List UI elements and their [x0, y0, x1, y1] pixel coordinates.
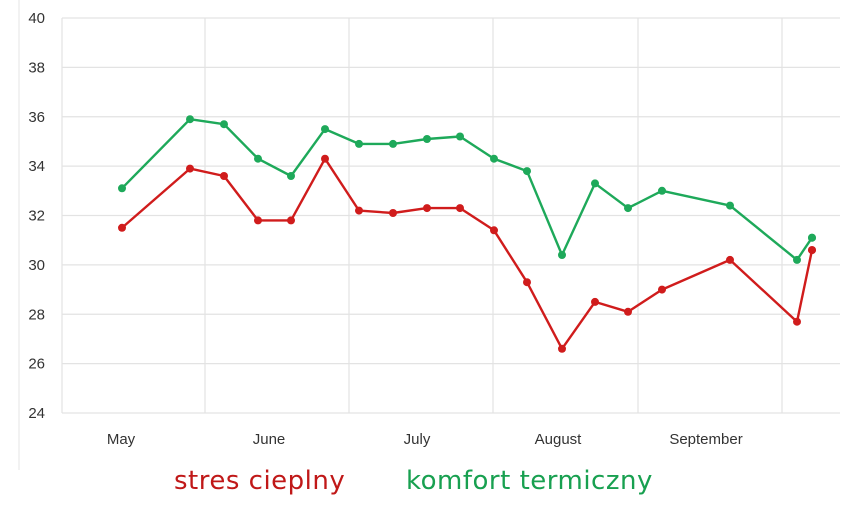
- data-point: [389, 209, 397, 217]
- data-point: [624, 307, 632, 316]
- data-point: [808, 246, 816, 255]
- data-point: [490, 226, 498, 235]
- data-point: [254, 154, 262, 163]
- chart-legend: stres cieplny komfort termiczny: [0, 466, 867, 506]
- data-point: [624, 204, 632, 213]
- data-point: [118, 184, 126, 193]
- y-tick-label: 36: [28, 109, 45, 126]
- data-point: [523, 278, 531, 287]
- data-point: [254, 216, 262, 225]
- data-point: [793, 255, 801, 264]
- data-point: [355, 206, 363, 215]
- data-point: [118, 223, 126, 232]
- data-point: [456, 204, 464, 213]
- line-chart: 24 26 28 30 32 34 36 38 40 May June July August Sept…: [18, 0, 840, 470]
- data-point: [220, 172, 228, 180]
- data-point: [389, 139, 397, 148]
- data-point: [186, 164, 194, 173]
- chart-grid: [18, 0, 840, 470]
- data-point: [558, 344, 566, 353]
- data-point: [726, 255, 734, 264]
- y-tick-label: 34: [28, 158, 45, 175]
- series-line: [121, 117, 813, 262]
- y-tick-label: 30: [28, 257, 45, 274]
- data-point: [456, 132, 464, 141]
- x-tick-label: September: [669, 431, 742, 448]
- legend-heat-stress: stres cieplny: [174, 466, 346, 496]
- data-point: [658, 285, 666, 294]
- x-tick-label: August: [535, 431, 583, 448]
- x-tick-label: July: [404, 431, 431, 448]
- data-point: [287, 216, 295, 225]
- data-point: [423, 204, 431, 213]
- y-axis-ticks: 24 26 28 30 32 34 36 38 40: [28, 10, 45, 422]
- data-point: [186, 115, 194, 124]
- y-tick-label: 26: [28, 356, 45, 373]
- y-tick-label: 32: [28, 208, 45, 225]
- data-point: [523, 167, 531, 176]
- legend-thermal-comfort: komfort termiczny: [406, 466, 653, 496]
- data-point: [793, 317, 801, 326]
- data-point: [287, 172, 295, 180]
- data-point: [423, 135, 431, 143]
- data-point: [558, 251, 566, 259]
- x-axis-ticks: May June July August September: [107, 431, 743, 448]
- x-tick-label: June: [253, 431, 286, 448]
- data-point: [490, 154, 498, 163]
- chart-series: [118, 115, 816, 353]
- data-point: [808, 233, 816, 242]
- data-point: [321, 154, 329, 163]
- y-tick-label: 28: [28, 306, 45, 323]
- data-point: [355, 139, 363, 148]
- data-point: [658, 186, 666, 195]
- y-tick-label: 38: [28, 59, 45, 76]
- x-tick-label: May: [107, 431, 136, 448]
- data-point: [591, 179, 599, 188]
- data-point: [591, 297, 599, 306]
- data-point: [321, 125, 329, 134]
- data-point: [220, 120, 228, 129]
- y-tick-label: 24: [28, 405, 45, 422]
- y-tick-label: 40: [28, 10, 45, 27]
- data-point: [726, 201, 734, 210]
- series-line: [121, 157, 814, 350]
